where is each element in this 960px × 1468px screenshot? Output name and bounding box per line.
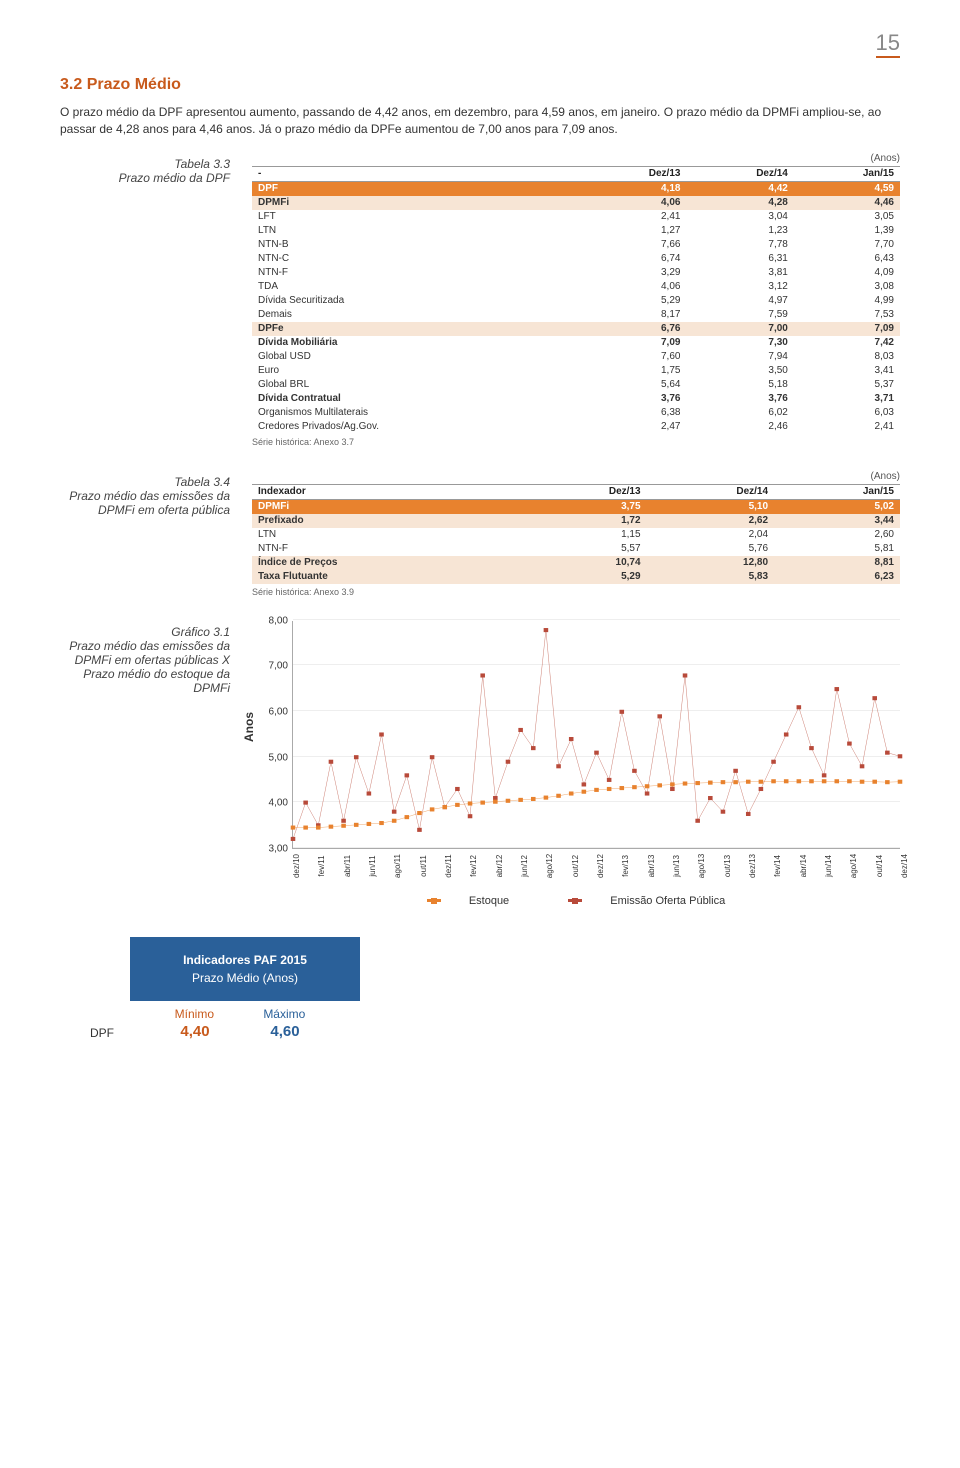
table-row: DPF4,184,424,59 xyxy=(252,181,900,196)
x-tick: jun/11 xyxy=(368,855,377,876)
x-tick: jun/12 xyxy=(520,855,529,877)
x-tick: jun/13 xyxy=(672,855,681,877)
section-title: 3.2 Prazo Médio xyxy=(60,76,900,94)
x-tick: dez/11 xyxy=(444,854,453,877)
table-row: Organismos Multilaterais6,386,026,03 xyxy=(252,406,900,420)
table-3-4-unit: (Anos) xyxy=(252,471,900,482)
chart-3-1-row: Gráfico 3.1 Prazo médio das emissões da … xyxy=(60,621,900,907)
x-tick: fev/13 xyxy=(621,855,630,877)
page-number: 15 xyxy=(876,30,900,58)
x-tick: abr/12 xyxy=(495,854,504,877)
table-3-3-footnote: Série histórica: Anexo 3.7 xyxy=(252,437,900,447)
x-tick: dez/14 xyxy=(900,854,909,878)
col-header: Jan/15 xyxy=(794,166,900,181)
col-header: Dez/13 xyxy=(519,484,647,499)
table-3-3-caption: Tabela 3.3 Prazo médio da DPF xyxy=(60,153,230,447)
y-tick: 3,00 xyxy=(269,843,288,854)
table-row: Dívida Mobiliária7,097,307,42 xyxy=(252,336,900,350)
x-tick: abr/14 xyxy=(799,854,808,877)
x-tick: abr/11 xyxy=(343,855,352,877)
table-row: Global BRL5,645,185,37 xyxy=(252,378,900,392)
paf-labels: Mínimo Máximo xyxy=(150,1007,330,1021)
table-row: NTN-F5,575,765,81 xyxy=(252,542,900,556)
table-row: Taxa Flutuante5,295,836,23 xyxy=(252,570,900,584)
x-tick: out/13 xyxy=(723,855,732,877)
col-header: Indexador xyxy=(252,484,519,499)
y-tick: 7,00 xyxy=(269,661,288,672)
chart-x-axis: dez/10 fev/11 abr/11 jun/11 ago/11 out/11 dez/… xyxy=(292,849,900,891)
x-tick: fev/11 xyxy=(317,855,326,876)
chart-svg xyxy=(293,621,900,848)
table-3-4-footnote: Série histórica: Anexo 3.9 xyxy=(252,587,900,597)
table-row: DPFe6,767,007,09 xyxy=(252,322,900,336)
x-tick: abr/13 xyxy=(647,854,656,877)
table-3-3-content: (Anos) -Dez/13Dez/14Jan/15 DPF4,184,424,… xyxy=(252,153,900,447)
table-3-4-caption: Tabela 3.4 Prazo médio das emissões da D… xyxy=(60,471,230,597)
paf-side-label: DPF xyxy=(90,1026,130,1040)
table-row: Demais8,177,597,53 xyxy=(252,308,900,322)
table-row: Dívida Securitizada5,294,974,99 xyxy=(252,294,900,308)
chart-3-1: Anos 3,004,005,006,007,008,00 dez/10fev/… xyxy=(252,621,900,891)
table-row: NTN-C6,746,316,43 xyxy=(252,252,900,266)
table-row: Credores Privados/Ag.Gov.2,472,462,41 xyxy=(252,420,900,434)
col-header: - xyxy=(252,166,579,181)
x-tick: dez/10 xyxy=(292,854,301,878)
table-row: Índice de Preços10,7412,808,81 xyxy=(252,556,900,570)
table-3-3: -Dez/13Dez/14Jan/15 DPF4,184,424,59DPMFi… xyxy=(252,166,900,434)
intro-paragraph: O prazo médio da DPF apresentou aumento,… xyxy=(60,104,900,139)
table-3-4-row: Tabela 3.4 Prazo médio das emissões da D… xyxy=(60,471,900,597)
chart-y-axis: Anos 3,004,005,006,007,008,00 xyxy=(252,621,292,849)
table-row: NTN-B7,667,787,70 xyxy=(252,238,900,252)
table-3-4-content: (Anos) IndexadorDez/13Dez/14Jan/15 DPMFi… xyxy=(252,471,900,597)
table-row: Dívida Contratual3,763,763,71 xyxy=(252,392,900,406)
chart-y-label: Anos xyxy=(242,712,256,742)
paf-values: 4,40 4,60 xyxy=(150,1023,330,1040)
paf-section: Indicadores PAF 2015 Prazo Médio (Anos) … xyxy=(60,937,900,1040)
col-header: Jan/15 xyxy=(774,484,900,499)
chart-plot-area xyxy=(292,621,900,849)
col-header: Dez/14 xyxy=(647,484,775,499)
table-row: Global USD7,607,948,03 xyxy=(252,350,900,364)
col-header: Dez/13 xyxy=(579,166,686,181)
table-row: NTN-F3,293,814,09 xyxy=(252,266,900,280)
x-tick: ago/12 xyxy=(545,854,554,878)
table-row: LFT2,413,043,05 xyxy=(252,210,900,224)
table-3-4: IndexadorDez/13Dez/14Jan/15 DPMFi3,755,1… xyxy=(252,484,900,584)
grid-line xyxy=(293,619,900,620)
x-tick: jun/14 xyxy=(824,855,833,877)
x-tick: ago/14 xyxy=(849,854,858,878)
table-row: LTN1,152,042,60 xyxy=(252,528,900,542)
table-row: DPMFi3,755,105,02 xyxy=(252,499,900,514)
x-tick: out/12 xyxy=(571,855,580,877)
col-header: Dez/14 xyxy=(686,166,793,181)
paf-box: Indicadores PAF 2015 Prazo Médio (Anos) xyxy=(130,937,360,1001)
x-tick: dez/12 xyxy=(596,854,605,878)
y-tick: 8,00 xyxy=(269,615,288,626)
y-tick: 6,00 xyxy=(269,706,288,717)
page-number-wrap: 15 xyxy=(60,30,900,58)
paf-values-row: DPF Mínimo Máximo 4,40 4,60 xyxy=(60,1001,900,1040)
table-3-3-unit: (Anos) xyxy=(252,153,900,164)
table-3-3-row: Tabela 3.3 Prazo médio da DPF (Anos) -De… xyxy=(60,153,900,447)
legend-estoque: Estoque xyxy=(413,895,523,907)
legend-emissao: Emissão Oferta Pública xyxy=(554,895,739,907)
chart-3-1-caption: Gráfico 3.1 Prazo médio das emissões da … xyxy=(60,621,230,907)
table-row: LTN1,271,231,39 xyxy=(252,224,900,238)
table-row: DPMFi4,064,284,46 xyxy=(252,196,900,210)
x-tick: ago/11 xyxy=(393,854,402,878)
table-row: Prefixado1,722,623,44 xyxy=(252,514,900,528)
y-tick: 5,00 xyxy=(269,752,288,763)
table-row: TDA4,063,123,08 xyxy=(252,280,900,294)
x-tick: out/14 xyxy=(875,855,884,877)
chart-legend: Estoque Emissão Oferta Pública xyxy=(252,895,900,907)
table-row: Euro1,753,503,41 xyxy=(252,364,900,378)
chart-3-1-content: Anos 3,004,005,006,007,008,00 dez/10fev/… xyxy=(252,621,900,907)
x-tick: ago/13 xyxy=(697,854,706,878)
x-tick: out/11 xyxy=(419,855,428,877)
y-tick: 4,00 xyxy=(269,798,288,809)
x-tick: fev/14 xyxy=(773,855,782,877)
x-tick: dez/13 xyxy=(748,854,757,878)
x-tick: fev/12 xyxy=(469,855,478,877)
